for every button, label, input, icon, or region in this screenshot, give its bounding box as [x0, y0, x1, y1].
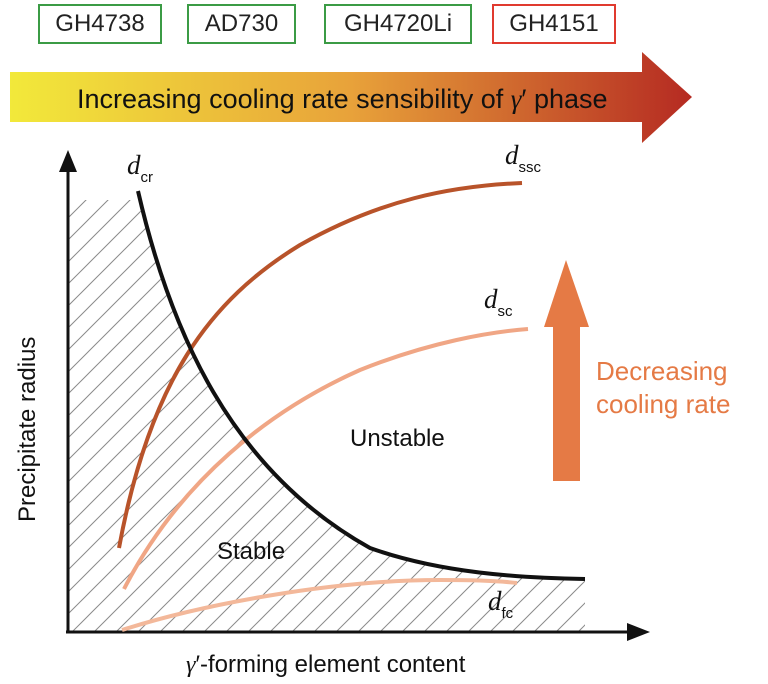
- curve-d-ssc: [117, 181, 523, 549]
- sensitivity-banner: Increasing cooling rate sensibility of γ…: [10, 52, 692, 143]
- y-axis-arrowhead: [59, 150, 77, 172]
- stable-region-hatch: [68, 200, 585, 632]
- label-d-ssc: dssc: [505, 140, 542, 176]
- banner-text: Increasing cooling rate sensibility of γ…: [77, 84, 608, 114]
- label-d-fc: dfc: [488, 586, 514, 622]
- curve-d-cr: [136, 190, 586, 581]
- alloy-label-ad730: AD730: [187, 4, 296, 44]
- cooling-rate-text-line1: Decreasing: [596, 356, 728, 386]
- curve-d-sc: [122, 327, 529, 590]
- region-label-unstable: Unstable: [350, 425, 445, 452]
- y-axis-label: Precipitate radius: [14, 337, 41, 522]
- cooling-rate-text-line2: cooling rate: [596, 389, 730, 419]
- cooling-arrow-head: [544, 260, 589, 327]
- x-axis-arrowhead: [627, 623, 650, 641]
- alloy-label-gh4720li: GH4720Li: [324, 4, 472, 44]
- label-d-sc: dsc: [484, 284, 513, 320]
- axes: [59, 150, 650, 641]
- alloy-label-gh4738: GH4738: [38, 4, 162, 44]
- alloy-label-gh4151: GH4151: [492, 4, 616, 44]
- curve-d-fc: [121, 577, 518, 632]
- label-d-cr: dcr: [127, 150, 153, 186]
- region-label-stable: Stable: [217, 538, 285, 565]
- cooling-arrow-shaft: [553, 325, 580, 481]
- x-axis-label: γ′-forming element content: [186, 651, 466, 678]
- cooling-rate-arrow: [544, 260, 589, 481]
- banner-arrow-shape: [10, 52, 692, 143]
